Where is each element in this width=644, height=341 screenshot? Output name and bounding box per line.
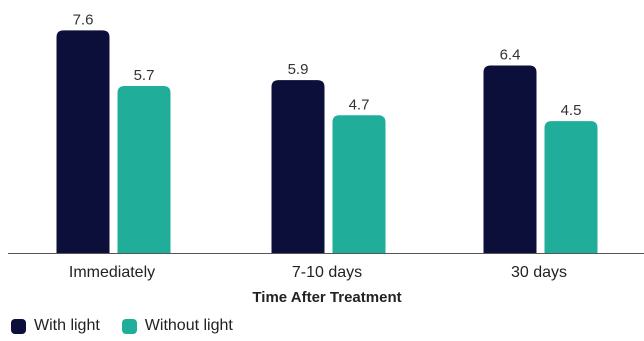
data-label-without-light-immediately: 5.7: [134, 67, 155, 84]
data-label-with-light-7-10-days: 5.9: [288, 61, 309, 78]
legend-item-without-light: Without light: [121, 317, 233, 335]
data-label-without-light-30-days: 4.5: [561, 102, 582, 119]
legend-item-with-light: With light: [11, 317, 100, 335]
x-tick-label-7-10-days: 7-10 days: [292, 264, 362, 281]
x-tick-labels: Immediately 7-10 days 30 days: [69, 264, 567, 281]
x-tick-label-immediately: Immediately: [69, 264, 155, 281]
bar-without-light-immediately: [117, 85, 171, 254]
data-label-with-light-immediately: 7.6: [73, 11, 94, 28]
legend: With light Without light: [11, 317, 233, 335]
legend-label-without-light: Without light: [144, 317, 233, 334]
bar-with-light-7-10-days: [271, 80, 325, 253]
bar-with-light-30-days: [483, 65, 537, 253]
bar-without-light-7-10-days: [332, 115, 386, 253]
legend-swatch-with-light: [11, 318, 26, 334]
bar-without-light-30-days: [544, 121, 598, 254]
data-label-with-light-30-days: 6.4: [500, 46, 521, 63]
x-axis-title: Time After Treatment: [252, 289, 401, 306]
legend-label-with-light: With light: [34, 317, 100, 334]
bar-with-light-immediately: [56, 30, 110, 253]
legend-swatch-without-light: [121, 318, 137, 334]
bars-group: 7.6 5.7 5.9 4.7 6.4 4.5: [56, 11, 598, 254]
x-tick-label-30-days: 30 days: [511, 264, 567, 281]
data-label-without-light-7-10-days: 4.7: [349, 96, 370, 113]
